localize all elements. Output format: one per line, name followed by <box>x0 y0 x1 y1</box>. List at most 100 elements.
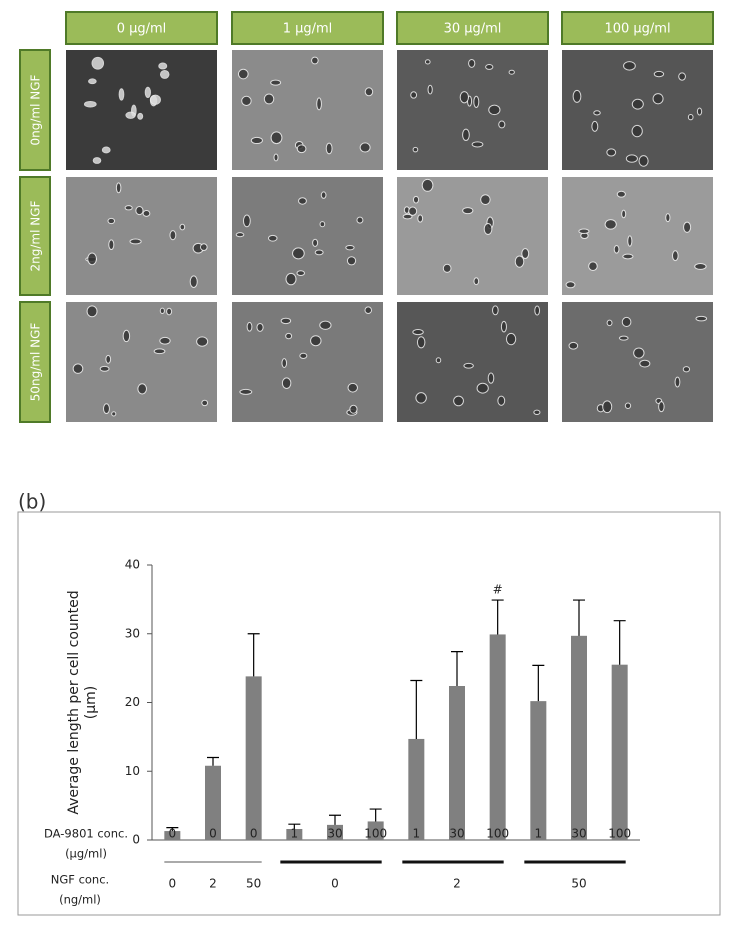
cell <box>86 305 98 318</box>
cell <box>189 275 198 288</box>
cell <box>285 332 293 340</box>
group-label: 2 <box>209 877 217 891</box>
cell <box>665 213 671 223</box>
cell <box>296 270 306 276</box>
cell <box>682 366 691 373</box>
cell <box>613 245 620 254</box>
cell <box>412 195 420 204</box>
cell <box>149 94 161 105</box>
cell <box>694 263 707 270</box>
cell <box>196 336 209 347</box>
cell <box>325 142 333 155</box>
cell <box>627 235 633 247</box>
cell <box>412 146 419 153</box>
error-bar <box>573 599 585 636</box>
error-bar <box>532 664 545 702</box>
cell <box>312 238 319 247</box>
bar <box>530 701 547 840</box>
x-tick-label: 1 <box>535 827 543 841</box>
cell <box>616 190 626 198</box>
cell <box>468 58 476 68</box>
bar <box>327 824 343 840</box>
cell <box>415 392 427 404</box>
cell <box>83 100 97 108</box>
micrograph <box>66 177 217 295</box>
cell <box>623 61 636 71</box>
cell <box>166 307 173 316</box>
cell <box>270 79 282 86</box>
cell <box>534 305 541 316</box>
value-annotation: # <box>493 583 503 597</box>
category-row-label: DA-9801 conc. <box>44 827 128 841</box>
cell <box>622 253 634 260</box>
cell <box>285 272 297 286</box>
micrograph <box>232 50 383 170</box>
row-header: 0ng/ml NGF <box>29 74 43 145</box>
cell <box>488 104 501 116</box>
error-bar <box>288 823 301 829</box>
error-bar <box>451 651 463 686</box>
cell <box>314 249 324 256</box>
cell <box>591 120 599 132</box>
cell <box>508 69 515 75</box>
x-tick-label: 1 <box>291 827 299 841</box>
error-bar <box>166 827 179 832</box>
cell <box>514 255 525 268</box>
group-label: 50 <box>246 877 261 891</box>
x-tick-label: 100 <box>486 827 509 841</box>
bar <box>571 635 587 840</box>
cell <box>410 91 418 99</box>
error-bar <box>247 633 260 677</box>
cell <box>124 205 133 211</box>
bar <box>286 829 303 840</box>
group-row-label: (ng/ml) <box>59 893 101 907</box>
cell <box>593 110 601 116</box>
cell <box>242 214 251 228</box>
bar <box>408 738 425 840</box>
cell <box>638 155 649 167</box>
cell <box>99 365 110 372</box>
panel-label: (b) <box>18 490 46 514</box>
cell <box>239 388 253 395</box>
row-header-box <box>19 49 51 171</box>
cell <box>462 128 470 142</box>
cell <box>158 62 168 70</box>
x-tick-label: 0 <box>250 827 258 841</box>
cell <box>485 64 494 70</box>
cell <box>137 112 144 120</box>
x-tick-label: 1 <box>413 827 421 841</box>
cell <box>346 256 357 266</box>
cell <box>359 142 371 153</box>
micrograph <box>66 302 217 422</box>
x-tick-label: 0 <box>169 827 177 841</box>
cell <box>281 377 292 389</box>
cell <box>505 332 517 346</box>
cell <box>101 146 111 154</box>
cell <box>201 399 209 407</box>
cell <box>356 216 364 224</box>
cell <box>237 68 249 80</box>
cell <box>135 206 144 216</box>
cell <box>281 358 288 368</box>
cell <box>347 382 359 393</box>
cell <box>631 124 643 138</box>
group-label: 2 <box>453 877 461 891</box>
cell <box>487 372 495 384</box>
row-header-box <box>19 176 51 296</box>
cell <box>311 56 319 65</box>
cell <box>142 210 151 217</box>
cell <box>408 206 418 216</box>
bar <box>164 831 181 840</box>
cell <box>310 335 322 347</box>
cell <box>108 239 115 251</box>
micrograph <box>397 302 548 422</box>
cell <box>674 376 681 388</box>
cell <box>122 329 131 343</box>
cell <box>471 141 484 148</box>
cell <box>498 120 506 129</box>
cell <box>639 359 651 368</box>
micrograph <box>232 302 383 422</box>
x-tick-label: 100 <box>364 827 387 841</box>
row-header: 2ng/ml NGF <box>29 200 43 271</box>
x-tick-label: 100 <box>608 827 631 841</box>
